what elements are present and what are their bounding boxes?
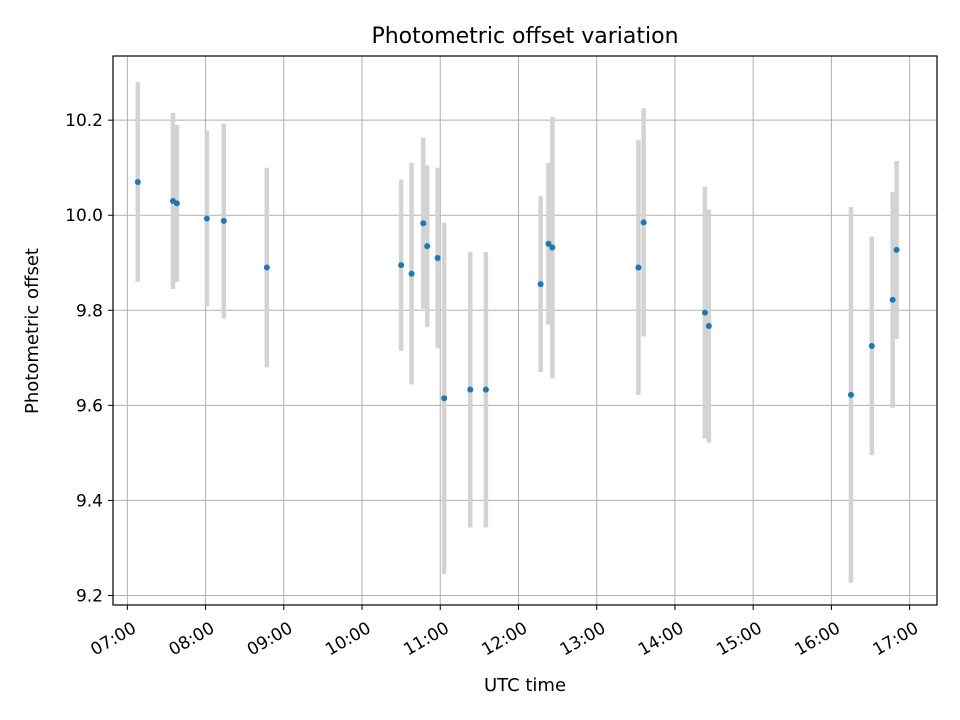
data-point xyxy=(263,264,270,271)
data-point xyxy=(640,219,647,226)
y-axis-label: Photometric offset xyxy=(22,248,43,414)
y-tick-label: 9.8 xyxy=(76,301,103,321)
data-point xyxy=(441,395,448,402)
y-tick-label: 10.0 xyxy=(65,206,103,226)
data-point xyxy=(635,264,642,271)
data-point xyxy=(467,386,474,393)
y-axis-ticks: 9.2 9.4 9.6 9.8 10.0 10.2 xyxy=(65,111,113,606)
data-point xyxy=(424,243,431,250)
data-point xyxy=(482,386,489,393)
data-point xyxy=(549,244,556,251)
data-point xyxy=(173,200,180,207)
data-point xyxy=(420,220,427,227)
data-point xyxy=(398,262,405,269)
data-point xyxy=(868,342,875,349)
data-point xyxy=(705,322,712,329)
data-point xyxy=(220,217,227,224)
plot-frame xyxy=(112,55,938,606)
data-point xyxy=(203,215,210,222)
data-point xyxy=(847,391,854,398)
grid-lines xyxy=(113,56,937,605)
y-tick-label: 10.2 xyxy=(65,111,103,131)
data-point xyxy=(134,178,141,185)
data-point xyxy=(537,281,544,288)
data-point xyxy=(889,296,896,303)
data-point xyxy=(701,309,708,316)
x-axis-label: UTC time xyxy=(484,675,566,696)
y-tick-label: 9.6 xyxy=(76,396,103,416)
data-point xyxy=(893,246,900,253)
data-point xyxy=(434,255,441,262)
data-point xyxy=(545,240,552,247)
y-tick-label: 9.4 xyxy=(76,491,103,511)
data-points xyxy=(134,178,900,402)
y-tick-label: 9.2 xyxy=(76,586,103,606)
chart-title: Photometric offset variation xyxy=(371,24,678,49)
data-point xyxy=(408,270,415,277)
